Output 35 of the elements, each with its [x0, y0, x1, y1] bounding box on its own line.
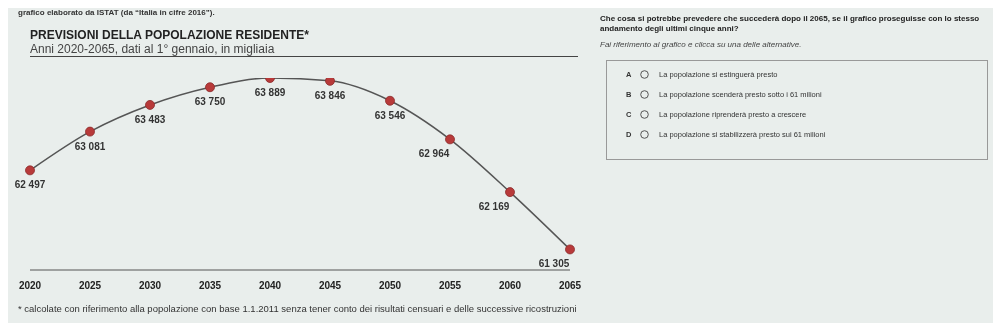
point	[565, 244, 575, 255]
point	[25, 165, 35, 176]
chart-subtitle: Anni 2020-2065, dati al 1° gennaio, in migliaia	[30, 42, 578, 57]
x-tick-label: 2025	[78, 280, 102, 292]
data-label: 63 750	[194, 96, 226, 108]
text: grafico elaborato da ISTAT (da “Italia in cifre 2016”).	[18, 8, 215, 17]
point	[85, 126, 95, 137]
x-tick-label: 2055	[438, 280, 462, 292]
data-label: 63 846	[314, 89, 346, 101]
point	[505, 187, 515, 198]
data-label: 62 964	[418, 148, 450, 160]
x-tick-label: 2030	[138, 280, 162, 292]
x-tick-label: 2050	[378, 280, 402, 292]
data-label: 62 497	[14, 179, 46, 191]
chart-title: PREVISIONI DELLA POPOLAZIONE RESIDENTE*	[30, 28, 309, 42]
x-tick-label: 2020	[18, 280, 42, 292]
text: Che cosa si potrebbe prevedere che succederà dopo il 2065, se il grafico proseguisse con lo stesso andamento degli ultimi cinque anni?	[600, 14, 980, 34]
data-label: 61 305	[538, 258, 570, 270]
x-tick-label: 2045	[318, 280, 342, 292]
data-label: 63 889	[254, 87, 286, 98]
point	[205, 82, 215, 93]
data-label: 63 081	[74, 140, 106, 152]
x-tick-label: 2040	[258, 280, 282, 292]
point	[325, 78, 335, 86]
x-tick-label: 2060	[498, 280, 522, 292]
point	[385, 95, 395, 106]
text: * calcolate con riferimento alla popolazione con base 1.1.2011 senza tener conto dei risultati censuari e delle successive ricostruzioni	[18, 303, 577, 314]
data-label: 63 546	[374, 109, 406, 121]
point	[145, 100, 155, 110]
data-label: 63 483	[134, 113, 166, 125]
text: Fai riferimento al grafico e clicca su una delle alternative.	[600, 40, 802, 49]
x-tick-label: 2065	[558, 280, 582, 292]
point	[445, 134, 455, 145]
data-label: 62 169	[478, 201, 510, 213]
x-tick-label: 2035	[198, 280, 222, 292]
